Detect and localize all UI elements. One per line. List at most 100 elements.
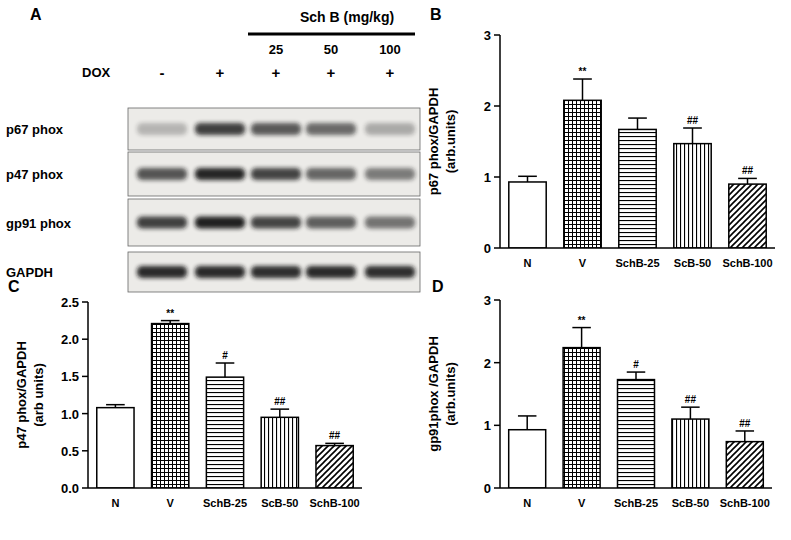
row-label: p67 phox xyxy=(6,122,64,137)
category-label: ScB-50 xyxy=(672,497,709,509)
blot-band xyxy=(195,168,245,180)
category-label: ScB-50 xyxy=(261,497,298,509)
sign: + xyxy=(216,64,225,81)
significance: ## xyxy=(329,430,341,441)
chart: Bp67 phox/GAPDH(arb.units)0123NVSchB-25S… xyxy=(426,6,775,269)
tick xyxy=(494,105,500,107)
tick-label: 1 xyxy=(484,170,491,185)
tick xyxy=(494,299,500,301)
axis-label: (arb units) xyxy=(31,363,46,427)
tick-label: 2 xyxy=(484,356,491,371)
significance: ## xyxy=(687,115,699,126)
blot-band xyxy=(365,217,415,229)
category-label: SchB-100 xyxy=(722,257,772,269)
blot-band xyxy=(137,123,187,135)
bar xyxy=(206,377,243,488)
row-label: gp91 phox xyxy=(6,216,72,231)
tick-label: 0.5 xyxy=(61,444,79,459)
error-bar xyxy=(681,407,699,419)
blot-panel: ASch B (mg/kg)2550100DOX-++++p67 phoxp47… xyxy=(6,6,420,292)
tick xyxy=(494,247,500,249)
bar xyxy=(672,419,709,488)
blot-band xyxy=(365,123,415,135)
blot-band xyxy=(251,266,301,278)
plot-area xyxy=(509,328,764,488)
significance: ## xyxy=(742,165,754,176)
tick-label: 2 xyxy=(484,99,491,114)
blot-band xyxy=(365,168,415,180)
bar xyxy=(563,348,600,488)
sign: + xyxy=(386,64,395,81)
error-bar xyxy=(325,443,344,445)
blot-band xyxy=(365,266,415,278)
tick xyxy=(494,425,500,427)
bar xyxy=(619,129,656,248)
dose: 100 xyxy=(379,42,401,57)
tick-label: 3 xyxy=(484,28,491,43)
dose: 50 xyxy=(324,42,338,57)
bar xyxy=(674,144,711,248)
tick-label: 3 xyxy=(484,293,491,308)
bar xyxy=(618,380,655,488)
category-label: V xyxy=(167,497,175,509)
bar xyxy=(729,184,766,248)
error-bar xyxy=(106,405,125,408)
blot-band xyxy=(306,123,356,135)
axis-label: (arb.units) xyxy=(443,110,458,174)
tick-label: 2.5 xyxy=(61,295,79,310)
axis-label: p67 phox/GAPDH xyxy=(426,88,441,196)
blot-band xyxy=(251,123,301,135)
figure: ASch B (mg/kg)2550100DOX-++++p67 phoxp47… xyxy=(0,0,791,540)
error-bar xyxy=(738,178,757,184)
blot-band xyxy=(306,266,356,278)
tick xyxy=(82,338,88,340)
bar xyxy=(261,417,298,488)
error-bar xyxy=(627,372,645,380)
category-label: V xyxy=(578,497,586,509)
significance: ** xyxy=(578,315,586,326)
category-label: SchB-100 xyxy=(310,497,360,509)
category-label: N xyxy=(111,497,119,509)
blot-band xyxy=(195,217,245,229)
tick-label: 2.0 xyxy=(61,332,79,347)
blot-band xyxy=(195,123,245,135)
category-label: SchB-25 xyxy=(615,257,659,269)
axis-label: p47 phox/GAPDH xyxy=(14,341,29,449)
error-bar xyxy=(683,128,702,144)
x-axis xyxy=(88,487,362,489)
significance: ## xyxy=(274,396,286,407)
blot-band xyxy=(137,168,187,180)
panel-label: A xyxy=(30,6,42,23)
x-axis xyxy=(500,487,772,489)
blot-strip xyxy=(128,199,420,246)
error-bar xyxy=(161,321,180,324)
category-label: ScB-50 xyxy=(674,257,711,269)
plot-area xyxy=(509,79,766,248)
blot-band xyxy=(137,217,187,229)
axis-label: (arb.units) xyxy=(443,362,458,426)
category-label: V xyxy=(579,257,587,269)
tick-label: 1.5 xyxy=(61,369,79,384)
tick-label: 0 xyxy=(484,241,491,256)
tick xyxy=(494,176,500,178)
treatment: DOX xyxy=(82,65,111,80)
tick xyxy=(82,487,88,489)
significance: ** xyxy=(166,308,174,319)
significance: ** xyxy=(579,66,587,77)
error-bar xyxy=(628,118,647,129)
y-axis xyxy=(499,35,501,248)
category-label: SchB-25 xyxy=(203,497,247,509)
category-label: N xyxy=(523,497,531,509)
blot-strip xyxy=(128,108,420,150)
dose: 25 xyxy=(269,42,283,57)
y-axis xyxy=(87,302,89,488)
sign: - xyxy=(160,64,165,81)
sign: + xyxy=(327,64,336,81)
bar xyxy=(726,442,763,488)
error-bar xyxy=(518,416,536,430)
blot-strip xyxy=(128,252,420,292)
panel-label: D xyxy=(432,278,444,295)
blot-band xyxy=(195,266,245,278)
chart: Cp47 phox/GAPDH(arb units)0.00.51.01.52.… xyxy=(8,278,362,509)
tick xyxy=(494,487,500,489)
